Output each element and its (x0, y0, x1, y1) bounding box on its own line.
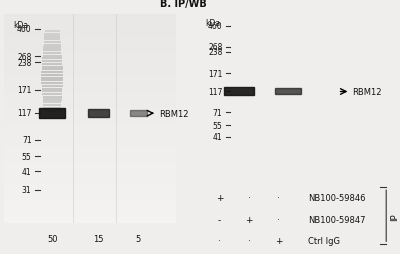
Text: RBM12: RBM12 (352, 88, 382, 97)
Text: 71: 71 (22, 136, 32, 145)
Bar (45, 31, 60, 33)
Text: Ctrl IgG: Ctrl IgG (308, 236, 340, 245)
Bar (42, 58, 62, 60)
Text: 268: 268 (208, 43, 222, 52)
Text: ·: · (248, 194, 250, 203)
Text: 117: 117 (208, 87, 222, 96)
Bar (275, 89, 301, 95)
Bar (44, 110, 61, 112)
Bar (41, 74, 63, 77)
Text: 5: 5 (136, 234, 141, 243)
Bar (42, 96, 62, 99)
Bar (42, 88, 62, 90)
Bar (43, 50, 61, 52)
Text: ·: · (277, 194, 280, 203)
Text: 15: 15 (93, 234, 104, 243)
Bar (44, 39, 60, 41)
Text: +: + (275, 236, 282, 245)
Text: 50: 50 (47, 234, 58, 243)
Text: kDa: kDa (205, 19, 220, 28)
Bar (43, 55, 62, 57)
Bar (44, 107, 61, 109)
Text: 71: 71 (213, 108, 222, 117)
Text: 55: 55 (22, 152, 32, 161)
Bar (42, 69, 63, 71)
Text: 41: 41 (213, 133, 222, 142)
Bar (42, 66, 62, 68)
Bar (44, 42, 60, 44)
Text: 31: 31 (22, 186, 32, 195)
Bar (42, 83, 63, 85)
Text: 238: 238 (208, 48, 222, 57)
Bar (41, 80, 63, 82)
Text: NB100-59846: NB100-59846 (308, 194, 365, 203)
Bar (43, 99, 62, 101)
Text: 55: 55 (213, 121, 222, 130)
Bar (38, 230, 159, 251)
Text: NB100-59847: NB100-59847 (308, 215, 365, 224)
Text: 171: 171 (208, 69, 222, 78)
Text: kDa: kDa (14, 20, 29, 29)
Bar (41, 72, 63, 74)
Bar (130, 110, 147, 117)
Bar (39, 109, 65, 118)
Text: ·: · (218, 236, 221, 245)
Text: 171: 171 (17, 86, 32, 95)
Bar (42, 94, 62, 96)
Text: B. IP/WB: B. IP/WB (160, 0, 207, 9)
Text: IP: IP (390, 212, 399, 220)
Bar (42, 91, 62, 93)
Text: 460: 460 (208, 22, 222, 31)
Bar (41, 77, 63, 79)
Text: ·: · (277, 215, 280, 224)
Text: +: + (216, 194, 223, 203)
Bar (42, 85, 63, 88)
Text: 460: 460 (17, 25, 32, 34)
Text: 238: 238 (17, 59, 32, 68)
Bar (42, 64, 62, 66)
Bar (43, 47, 61, 49)
Bar (43, 53, 62, 55)
Bar (44, 44, 61, 46)
Text: 268: 268 (17, 52, 32, 61)
Bar (43, 105, 61, 107)
Bar (43, 102, 61, 104)
Text: 117: 117 (17, 109, 32, 118)
Bar (44, 36, 60, 38)
Bar (44, 34, 60, 36)
Text: RBM12: RBM12 (159, 109, 188, 118)
Text: ·: · (248, 236, 250, 245)
Bar (224, 88, 254, 96)
Text: -: - (218, 215, 221, 224)
Bar (88, 109, 109, 117)
Text: 41: 41 (22, 167, 32, 176)
Text: +: + (245, 215, 253, 224)
Bar (42, 61, 62, 63)
